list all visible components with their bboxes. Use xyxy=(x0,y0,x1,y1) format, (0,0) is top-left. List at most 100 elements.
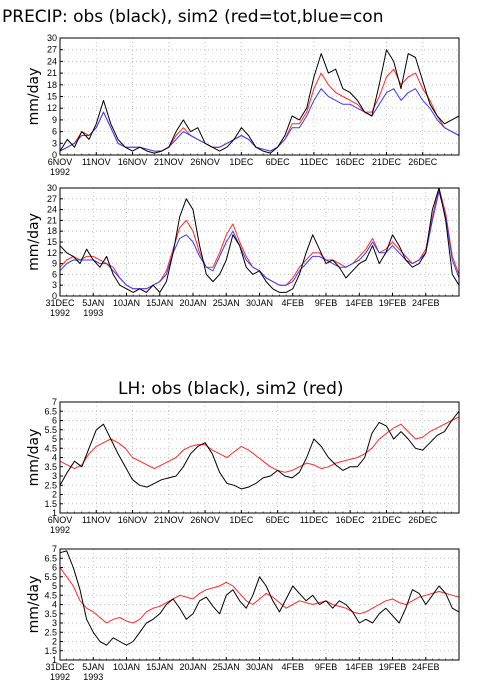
x-tick-year-label: 1993 xyxy=(83,672,103,682)
plot-frame xyxy=(59,548,460,661)
y-tick-label: 24 xyxy=(47,56,57,66)
y-tick-label: 3 xyxy=(52,618,57,628)
y-tick-label: 6.5 xyxy=(44,406,57,416)
x-tick-label: 25JAN xyxy=(213,662,240,672)
y-tick-label: 0 xyxy=(52,291,57,301)
x-tick-label: 19FEB xyxy=(379,298,407,308)
chart-panel-4: 11.522.533.544.555.566.5731DEC19925JAN19… xyxy=(26,544,460,682)
y-tick-label: 9 xyxy=(52,115,57,125)
x-tick-year-label: 1992 xyxy=(50,525,70,535)
x-tick-label: 6DEC xyxy=(266,515,291,525)
plot-frame xyxy=(59,187,460,297)
y-tick-label: 2.5 xyxy=(44,480,57,490)
y-tick-label: 5.5 xyxy=(44,572,57,582)
series-line-obs xyxy=(59,187,460,293)
x-tick-year-label: 1993 xyxy=(83,308,103,318)
x-tick-label: 26NOV xyxy=(190,157,220,167)
y-tick-label: 4.5 xyxy=(44,443,57,453)
y-tick-label: 6 xyxy=(52,127,57,137)
x-tick-label: 16NOV xyxy=(118,515,148,525)
x-tick-label: 21DEC xyxy=(372,515,402,525)
y-tick-label: 3.5 xyxy=(44,609,57,619)
x-tick-label: 24FEB xyxy=(412,298,440,308)
y-tick-label: 21 xyxy=(47,68,57,78)
x-tick-label: 26NOV xyxy=(190,515,220,525)
series-line-sim-convective xyxy=(59,88,460,152)
y-tick-label: 15 xyxy=(47,237,57,247)
y-tick-label: 1.5 xyxy=(44,499,57,509)
x-tick-label: 30JAN xyxy=(246,662,273,672)
x-tick-year-label: 1992 xyxy=(50,308,70,318)
y-tick-label: 12 xyxy=(47,248,57,258)
x-tick-label: 15JAN xyxy=(146,662,173,672)
y-tick-label: 1 xyxy=(52,508,57,518)
x-tick-label: 6NOV xyxy=(48,515,73,525)
x-tick-label: 11DEC xyxy=(300,515,329,525)
x-tick-label: 9FEB xyxy=(315,662,338,672)
y-tick-label: 7 xyxy=(52,544,57,554)
x-tick-label: 26DEC xyxy=(408,515,438,525)
x-tick-label: 4FEB xyxy=(281,662,304,672)
x-tick-label: 6DEC xyxy=(266,157,291,167)
y-tick-label: 12 xyxy=(47,103,57,113)
x-tick-label: 10JAN xyxy=(113,298,140,308)
y-tick-label: 4 xyxy=(52,453,57,463)
x-tick-year-label: 1992 xyxy=(50,167,70,177)
x-tick-label: 6NOV xyxy=(48,157,73,167)
x-tick-label: 25JAN xyxy=(213,298,240,308)
x-tick-label: 16DEC xyxy=(336,515,366,525)
y-axis-label: mm/day xyxy=(26,429,42,487)
x-tick-label: 14FEB xyxy=(345,298,373,308)
y-tick-label: 30 xyxy=(47,183,57,193)
y-tick-label: 3 xyxy=(52,280,57,290)
x-tick-year-label: 1992 xyxy=(50,672,70,682)
x-tick-label: 5JAN xyxy=(82,662,104,672)
x-tick-label: 11NOV xyxy=(82,157,111,167)
x-tick-label: 11NOV xyxy=(82,515,111,525)
x-tick-label: 11DEC xyxy=(300,157,329,167)
x-tick-label: 10JAN xyxy=(113,662,140,672)
series-line-sim-total xyxy=(59,567,460,624)
x-tick-label: 21NOV xyxy=(154,515,184,525)
x-tick-label: 21NOV xyxy=(154,157,184,167)
y-tick-label: 6 xyxy=(52,269,57,279)
y-tick-label: 5 xyxy=(52,434,57,444)
y-tick-label: 3 xyxy=(52,138,57,148)
x-tick-label: 5JAN xyxy=(82,298,104,308)
x-tick-label: 4FEB xyxy=(281,298,304,308)
y-tick-label: 6 xyxy=(52,563,57,573)
x-tick-label: 16NOV xyxy=(118,157,148,167)
x-tick-label: 20JAN xyxy=(179,298,206,308)
y-tick-label: 0 xyxy=(52,150,57,160)
series-line-obs xyxy=(59,550,460,646)
x-tick-label: 1DEC xyxy=(229,157,254,167)
y-tick-label: 1 xyxy=(52,655,57,665)
y-tick-label: 6.5 xyxy=(44,553,57,563)
plot-frame xyxy=(59,37,460,156)
x-tick-label: 19FEB xyxy=(379,662,407,672)
lh-title: LH: obs (black), sim2 (red) xyxy=(118,379,344,399)
x-tick-label: 31DEC xyxy=(45,662,75,672)
y-axis-label: mm/day xyxy=(26,576,42,634)
y-tick-label: 27 xyxy=(47,45,57,55)
y-tick-label: 18 xyxy=(47,80,57,90)
x-tick-label: 24FEB xyxy=(412,662,440,672)
series-line-sim-total xyxy=(59,187,460,290)
x-tick-label: 1DEC xyxy=(229,515,254,525)
y-tick-label: 15 xyxy=(47,92,57,102)
y-tick-label: 2 xyxy=(52,490,57,500)
x-tick-label: 20JAN xyxy=(179,662,206,672)
x-tick-label: 16DEC xyxy=(336,157,366,167)
x-tick-label: 31DEC xyxy=(45,298,75,308)
y-tick-label: 7 xyxy=(52,397,57,407)
y-tick-label: 1.5 xyxy=(44,646,57,656)
x-tick-label: 15JAN xyxy=(146,298,173,308)
x-tick-label: 14FEB xyxy=(345,662,373,672)
y-tick-label: 30 xyxy=(47,33,57,43)
series-line-obs xyxy=(59,410,460,490)
series-line-sim-total xyxy=(59,416,460,473)
